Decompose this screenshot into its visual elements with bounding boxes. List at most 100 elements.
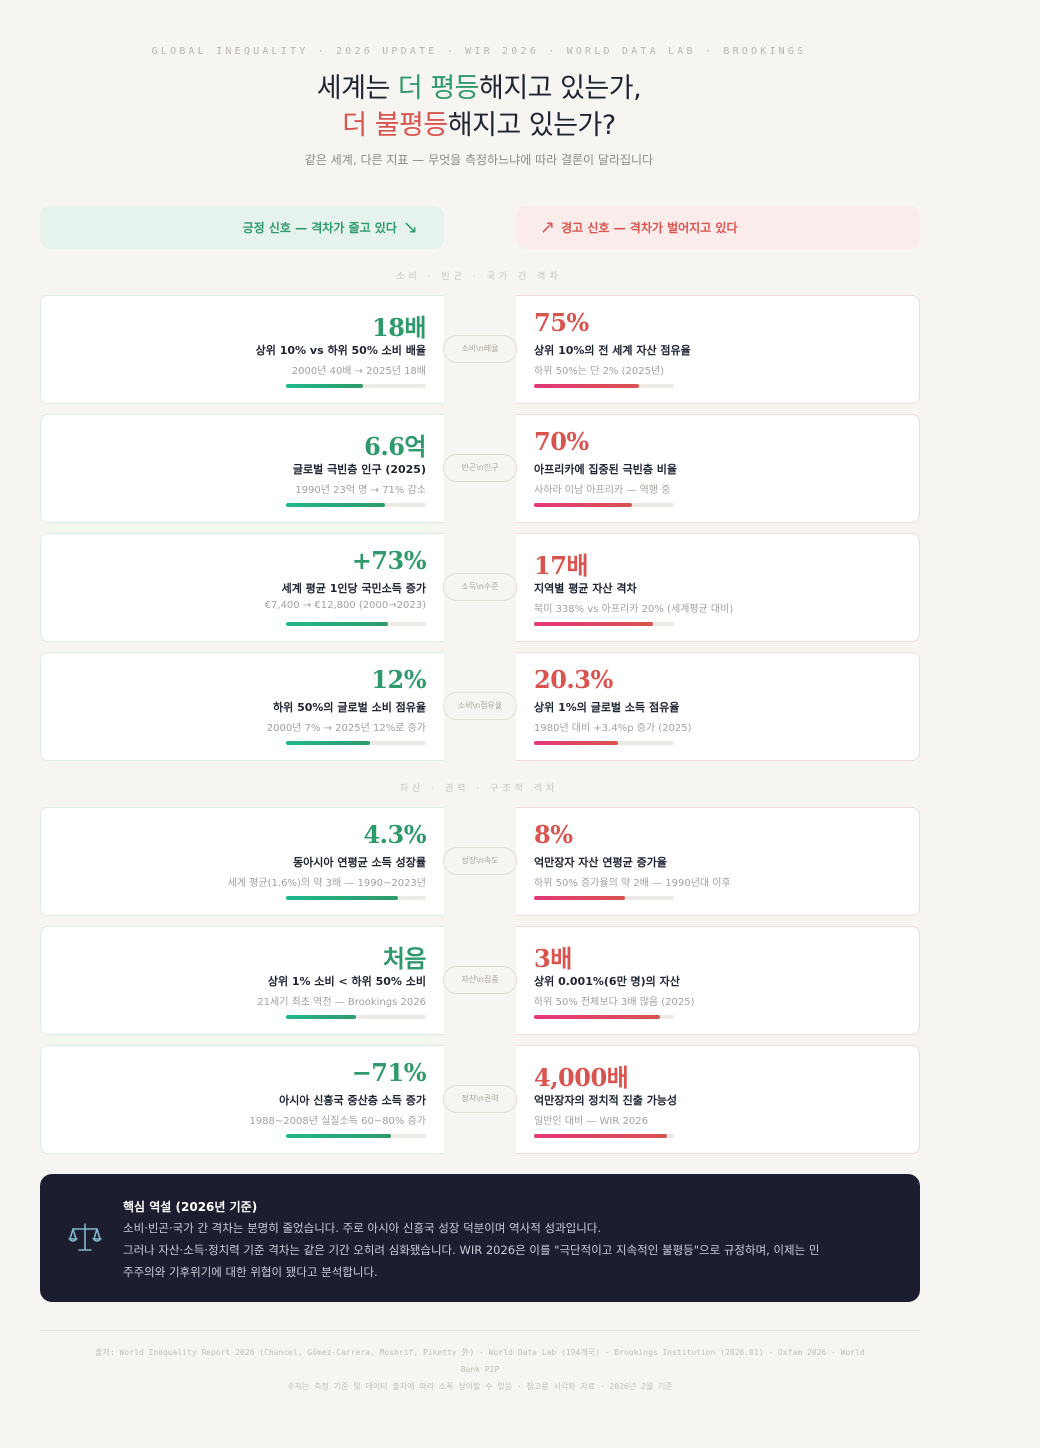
stat-detail: 북미 338% vs 아프리카 20% (세계평균 대비) bbox=[534, 604, 734, 615]
stat-value: 75% bbox=[534, 308, 589, 337]
stat-bar-fill bbox=[534, 503, 632, 507]
stat-value: 6.6억 bbox=[364, 432, 426, 461]
stat-bar-fill bbox=[534, 622, 653, 626]
stat-value: 18배 bbox=[372, 313, 426, 342]
positive-signal-banner: 긍정 신호 — 격차가 줄고 있다 ↘ bbox=[40, 206, 444, 249]
stat-label: 글로벌 극빈층 인구 (2025) bbox=[292, 463, 426, 476]
stat-value: 17배 bbox=[534, 551, 588, 580]
stat-label: 동아시아 연평균 소득 성장률 bbox=[293, 856, 426, 869]
stat-label: 상위 1%의 글로벌 소득 점유율 bbox=[534, 701, 680, 714]
category-pill: 소비\n점유율 bbox=[443, 692, 517, 720]
stat-value: 4,000배 bbox=[534, 1063, 629, 1092]
stat-bar-track bbox=[534, 503, 674, 507]
positive-stat-card: 18배 상위 10% vs 하위 50% 소비 배율 2000년 40배 → 202… bbox=[40, 295, 444, 404]
stat-label: 지역별 평균 자산 격차 bbox=[534, 582, 637, 595]
stat-detail: 1980년 대비 +3.4%p 증가 (2025) bbox=[534, 723, 692, 734]
stat-value: 12% bbox=[371, 665, 426, 694]
stat-bar-track bbox=[534, 1015, 674, 1019]
stat-value: −71% bbox=[351, 1058, 427, 1087]
stat-bar-fill bbox=[534, 896, 625, 900]
negative-stat-card: 70% 아프리카에 집중된 극빈층 비율 사하라 이남 아프리카 — 역행 중 bbox=[516, 414, 920, 523]
page-subtitle: 같은 세계, 다른 지표 — 무엇을 측정하느냐에 따라 결론이 달라집니다 bbox=[304, 153, 654, 167]
stat-label: 억만장자의 정치적 진출 가능성 bbox=[534, 1094, 678, 1107]
stat-bar-fill bbox=[286, 384, 363, 388]
category-pill: 빈곤\n인구 bbox=[443, 454, 517, 482]
stat-bar-track bbox=[534, 896, 674, 900]
stat-detail: 1988~2008년 실질소득 60~80% 증가 bbox=[249, 1116, 426, 1127]
stat-bar-track bbox=[534, 741, 674, 745]
eyebrow: GLOBAL INEQUALITY · 2026 UPDATE · WIR 20… bbox=[151, 46, 807, 57]
footer-note: 수치는 측정 기준 및 데이터 출처에 따라 소폭 상이할 수 있음 · 참고용… bbox=[287, 1382, 673, 1391]
stat-bar-fill bbox=[534, 741, 618, 745]
stat-detail: €7,400 → €12,800 (2000→2023) bbox=[264, 600, 426, 611]
stat-detail: 21세기 최초 역전 — Brookings 2026 bbox=[257, 997, 426, 1008]
positive-stat-card: +73% 세계 평균 1인당 국민소득 증가 €7,400 → €12,800 (2… bbox=[40, 533, 444, 642]
positive-stat-card: 4.3% 동아시아 연평균 소득 성장률 세계 평균(1.6%)의 약 3배 — 1… bbox=[40, 807, 444, 916]
stat-bar-fill bbox=[286, 1015, 356, 1019]
stat-label: 상위 1% 소비 < 하위 50% 소비 bbox=[267, 975, 426, 988]
stat-label: 하위 50%의 글로벌 소비 점유율 bbox=[273, 701, 426, 714]
negative-stat-card: 4,000배 억만장자의 정치적 진출 가능성 일반인 대비 — WIR 2026 bbox=[516, 1045, 920, 1154]
stat-bar-track bbox=[534, 1134, 674, 1138]
stat-detail: 하위 50% 증가율의 약 2배 — 1990년대 이후 bbox=[534, 878, 731, 889]
negative-stat-card: 20.3% 상위 1%의 글로벌 소득 점유율 1980년 대비 +3.4%p 증가… bbox=[516, 652, 920, 761]
page-title: 세계는 더 평등해지고 있는가, 더 불평등해지고 있는가? bbox=[0, 70, 958, 144]
stat-bar-fill bbox=[534, 384, 639, 388]
stat-bar-fill bbox=[534, 1134, 667, 1138]
category-pill: 정치\n권력 bbox=[443, 1085, 517, 1113]
stat-bar-fill bbox=[286, 503, 386, 507]
stat-bar-track bbox=[534, 622, 674, 626]
footer-sources: 출처: World Inequality Report 2026 (Chance… bbox=[95, 1348, 865, 1357]
negative-stat-card: 3배 상위 0.001%(6만 명)의 자산 하위 50% 전체보다 3배 많음 (… bbox=[516, 926, 920, 1035]
stat-detail: 하위 50%는 단 2% (2025년) bbox=[534, 366, 665, 377]
stat-detail: 하위 50% 전체보다 3배 많음 (2025) bbox=[534, 997, 695, 1008]
negative-signal-label: 경고 신호 — 격차가 벌어지고 있다 bbox=[561, 221, 738, 235]
stat-detail: 2000년 7% → 2025년 12%로 증가 bbox=[266, 723, 426, 734]
positive-stat-card: 12% 하위 50%의 글로벌 소비 점유율 2000년 7% → 2025년 12… bbox=[40, 652, 444, 761]
stat-detail: 1990년 23억 명 → 71% 감소 bbox=[295, 485, 426, 496]
stat-label: 아프리카에 집중된 극빈층 비율 bbox=[534, 463, 678, 476]
key-paradox-panel: 핵심 역설 (2026년 기준) 소비·빈곤·국가 간 격차는 분명히 줄었습니… bbox=[40, 1174, 920, 1302]
stat-label: 상위 10%의 전 세계 자산 점유율 bbox=[534, 344, 691, 357]
stat-label: 억만장자 자산 연평균 증가율 bbox=[534, 856, 667, 869]
stat-bar-fill bbox=[286, 741, 370, 745]
stat-value: 처음 bbox=[382, 944, 427, 973]
arrow-down-right-icon: ↘ bbox=[402, 217, 418, 238]
stat-bar-track bbox=[286, 503, 426, 507]
category-pill: 성장\n속도 bbox=[443, 847, 517, 875]
stat-bar-track bbox=[286, 622, 426, 626]
arrow-up-right-icon: ↗ bbox=[540, 217, 556, 238]
title-part: 해지고 있는가? bbox=[447, 110, 616, 141]
title-highlight-green: 더 평등 bbox=[397, 73, 480, 104]
stat-bar-track bbox=[286, 1134, 426, 1138]
category-pill: 소득\n수준 bbox=[443, 573, 517, 601]
stat-bar-track bbox=[286, 1015, 426, 1019]
stat-label: 세계 평균 1인당 국민소득 증가 bbox=[281, 582, 426, 595]
footer-sources-cont: Bank PIP bbox=[460, 1365, 500, 1374]
paradox-text: 소비·빈곤·국가 간 격차는 분명히 줄었습니다. 주로 아시아 신흥국 성장 … bbox=[123, 1221, 602, 1235]
stat-value: +73% bbox=[351, 546, 427, 575]
negative-stat-card: 8% 억만장자 자산 연평균 증가율 하위 50% 증가율의 약 2배 — 1990… bbox=[516, 807, 920, 916]
positive-stat-card: −71% 아시아 신흥국 중산층 소득 증가 1988~2008년 실질소득 60~… bbox=[40, 1045, 444, 1154]
stat-bar-track bbox=[286, 741, 426, 745]
section-label: 소비 · 빈곤 · 국가 간 격차 bbox=[396, 272, 562, 282]
stat-bar-fill bbox=[286, 896, 398, 900]
stat-detail: 세계 평균(1.6%)의 약 3배 — 1990~2023년 bbox=[227, 878, 426, 889]
section-label: 자산 · 권력 · 구조적 격차 bbox=[399, 784, 559, 794]
positive-signal-label: 긍정 신호 — 격차가 줄고 있다 bbox=[242, 221, 397, 235]
stat-bar-fill bbox=[286, 1134, 391, 1138]
category-pill: 자산\n집중 bbox=[443, 966, 517, 994]
stat-bar-track bbox=[286, 896, 426, 900]
category-pill: 소비\n배율 bbox=[443, 335, 517, 363]
stat-label: 상위 10% vs 하위 50% 소비 배율 bbox=[255, 344, 426, 357]
stat-label: 아시아 신흥국 중산층 소득 증가 bbox=[279, 1094, 426, 1107]
scale-icon bbox=[68, 1223, 102, 1251]
title-part: 해지고 있는가, bbox=[479, 73, 642, 104]
paradox-text: 그러나 자산·소득·정치력 기준 격차는 같은 기간 오히려 심화됐습니다. W… bbox=[123, 1243, 820, 1257]
stat-bar-fill bbox=[534, 1015, 660, 1019]
stat-label: 상위 0.001%(6만 명)의 자산 bbox=[534, 975, 680, 988]
stat-value: 20.3% bbox=[534, 665, 613, 694]
stat-detail: 사하라 이남 아프리카 — 역행 중 bbox=[534, 485, 671, 496]
